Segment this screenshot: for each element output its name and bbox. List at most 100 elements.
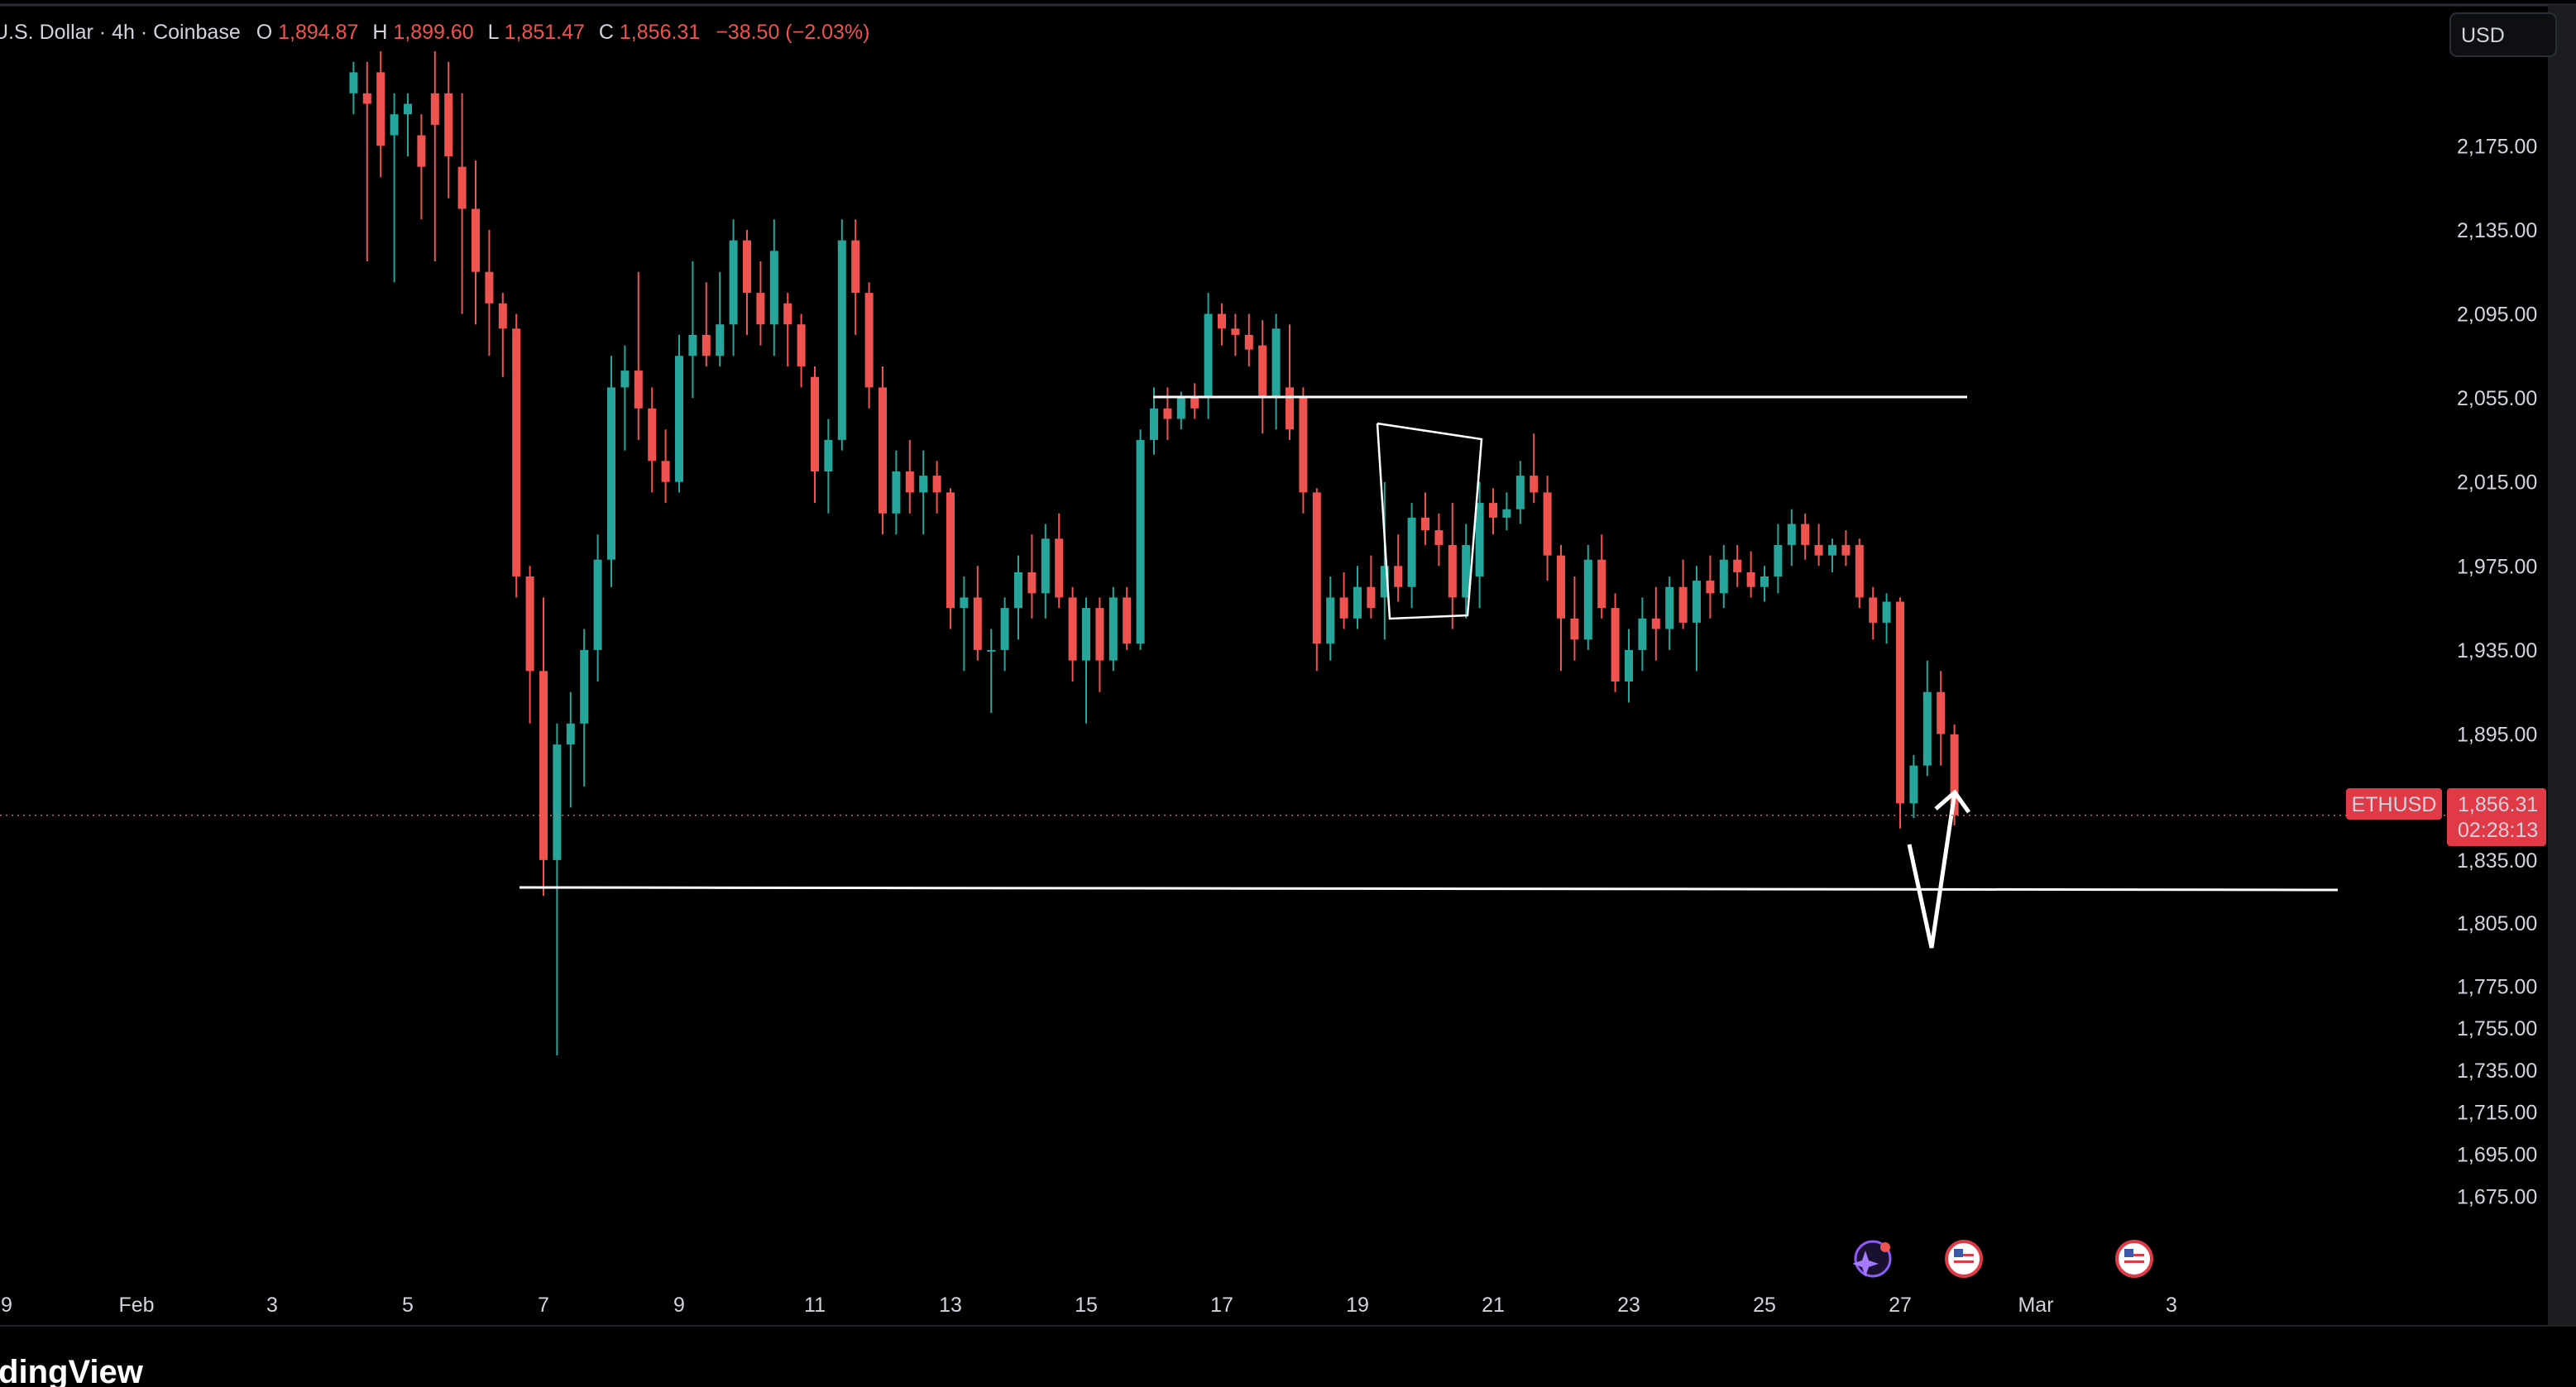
candle-body: [1855, 544, 1864, 598]
low-label: L: [488, 21, 500, 44]
candle-body: [756, 293, 765, 325]
flag-icon-stripe: [1954, 1260, 1974, 1263]
candle-body: [1204, 313, 1213, 399]
candle-body: [797, 324, 806, 366]
candle: [675, 334, 683, 493]
candle: [1909, 754, 1918, 819]
candle-body: [1787, 524, 1796, 545]
candle-body: [444, 93, 453, 156]
price-axis-label: 1,835.00: [2457, 849, 2537, 873]
candle: [919, 450, 928, 535]
time-axis-label: Feb: [118, 1294, 154, 1317]
candle: [1746, 551, 1755, 598]
currency-button-frame[interactable]: [2449, 12, 2557, 57]
candle: [1000, 597, 1009, 672]
sparkle-event-icon[interactable]: [1852, 1240, 1892, 1278]
candle-body: [1068, 597, 1077, 661]
candle: [1882, 593, 1891, 644]
candle: [349, 61, 358, 115]
forecast-arrow-head[interactable]: [1934, 789, 1971, 814]
time-axis-label: 13: [939, 1294, 962, 1317]
candle: [1801, 513, 1810, 560]
candle-body: [1027, 572, 1037, 594]
low-value: 1,851.47: [505, 21, 585, 44]
candle: [756, 261, 765, 346]
candle-body: [1299, 398, 1308, 493]
candle-body: [1218, 313, 1226, 329]
flag-icon-stripe: [2124, 1260, 2144, 1263]
drawing-layer[interactable]: [519, 395, 2339, 949]
flag-icon-stripe: [2124, 1254, 2144, 1256]
candle-body: [1000, 608, 1009, 650]
us-flag-event-icon[interactable]: [2115, 1240, 2153, 1278]
price-axis-label: 2,135.00: [2457, 219, 2537, 242]
candle: [987, 629, 996, 714]
currency-button[interactable]: USD: [2449, 12, 2557, 57]
candle-body: [620, 371, 630, 388]
support-line[interactable]: [519, 886, 2339, 892]
candle-body: [1041, 538, 1050, 594]
candle: [1760, 566, 1769, 602]
candle-body: [1869, 597, 1878, 623]
candle-body: [498, 303, 507, 329]
candle-body: [688, 334, 697, 356]
candle-body: [1462, 544, 1471, 598]
event-markers[interactable]: [1852, 1240, 2153, 1278]
wedge-pattern-drawing[interactable]: [1376, 422, 1483, 620]
candle: [1557, 544, 1565, 672]
price-axis-label: 2,055.00: [2457, 387, 2537, 410]
candle-body: [905, 471, 914, 493]
candle-body: [1760, 576, 1769, 587]
symbol-tag-label: ETHUSD: [2352, 793, 2437, 816]
forecast-arrow-path[interactable]: [1907, 792, 1957, 949]
currency-button-label[interactable]: USD: [2461, 24, 2505, 47]
candle: [1774, 524, 1783, 594]
price-tag-value: 1,856.31: [2458, 793, 2538, 816]
candle: [1041, 524, 1050, 619]
candle: [1502, 492, 1511, 531]
svg-text:U.S. Dollar · 4h · Coinbase: U.S. Dollar · 4h · Coinbase O 1,894.87 H…: [0, 21, 869, 44]
candle: [1515, 461, 1525, 524]
us-flag-event-icon[interactable]: [1945, 1240, 1983, 1278]
candle: [1286, 324, 1294, 440]
candle: [1108, 586, 1118, 672]
time-axis-label: 11: [804, 1294, 826, 1317]
candle: [1380, 481, 1389, 640]
candle: [1407, 503, 1416, 609]
change-value: −38.50 (−2.03%): [716, 21, 869, 44]
candle-body: [580, 649, 589, 724]
candle-body: [349, 72, 358, 93]
right-scrollbar[interactable]: [2548, 5, 2576, 1326]
candle: [634, 271, 643, 440]
candle: [1638, 597, 1647, 672]
candle: [1027, 534, 1037, 619]
candle: [1299, 387, 1308, 514]
candle: [1095, 597, 1104, 692]
candle-body: [512, 328, 521, 576]
candle: [1583, 544, 1592, 650]
candle-body: [1950, 734, 1959, 815]
time-axis[interactable]: 2729Feb3579111315171921232527Mar3: [0, 1294, 2177, 1317]
candle: [620, 345, 630, 451]
candle: [1625, 629, 1633, 703]
candle-body: [1515, 476, 1525, 509]
candle-body: [1407, 517, 1416, 587]
candle: [1475, 481, 1484, 609]
price-axis-label: 1,735.00: [2457, 1059, 2537, 1083]
candle-body: [472, 208, 480, 272]
price-axis[interactable]: 2,175.00 2,135.00 2,095.00 2,055.00 2,015.00…: [2457, 135, 2537, 1208]
candle: [1950, 724, 1959, 826]
candle-body: [932, 476, 941, 493]
candle: [1543, 476, 1552, 581]
price-axis-label: 1,895.00: [2457, 724, 2537, 747]
candle-body: [1828, 544, 1836, 556]
flag-icon-ring: [1945, 1240, 1983, 1278]
candle: [1787, 509, 1796, 567]
candle-body: [648, 408, 657, 462]
candle: [661, 429, 670, 504]
candle: [1937, 671, 1946, 766]
candle: [485, 229, 494, 356]
candle: [824, 418, 833, 514]
candle: [1611, 593, 1620, 692]
